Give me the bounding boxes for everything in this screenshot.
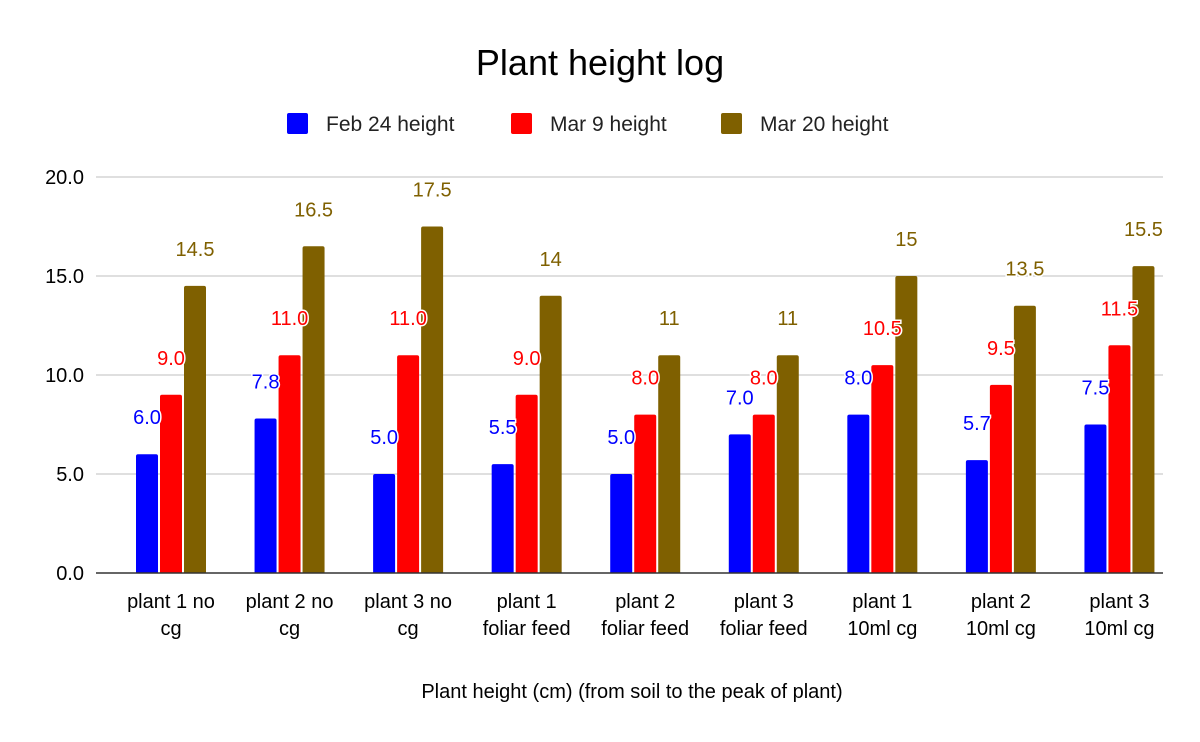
y-tick-label: 15.0 (45, 266, 84, 288)
bar-1-4 (491, 464, 514, 573)
data-label-3-5: 11 (659, 308, 680, 330)
x-tick-label: plant 2 (615, 591, 675, 613)
data-label-2-2: 11.0 (271, 308, 308, 330)
x-tick-label: plant 2 no (246, 591, 334, 613)
x-tick-label: plant 1 (852, 591, 912, 613)
data-label-3-1: 14.5 (176, 239, 215, 261)
bar-3-3 (421, 226, 444, 573)
bar-2-2 (278, 355, 301, 573)
x-tick-label: plant 1 (497, 591, 557, 613)
bar-1-7 (847, 414, 870, 573)
x-tick-label: plant 3 (734, 591, 794, 613)
data-label-2-4: 9.0 (513, 348, 541, 370)
bar-3-6 (776, 355, 799, 573)
data-label-2-3: 11.0 (389, 308, 426, 330)
x-tick-label: plant 2 (971, 591, 1031, 613)
data-label-1-2: 7.8 (252, 372, 280, 394)
legend-swatch-3 (721, 113, 742, 134)
y-tick-label: 10.0 (45, 365, 84, 387)
legend: Feb 24 height Mar 9 height Mar 20 height (287, 113, 889, 136)
data-label-2-8: 9.5 (987, 338, 1015, 360)
bar-2-1 (160, 394, 182, 573)
bar-1-6 (728, 434, 751, 573)
x-tick-label: 10ml cg (1084, 618, 1154, 640)
legend-swatch-1 (287, 113, 308, 134)
data-label-3-7: 15 (895, 229, 917, 251)
data-label-3-2: 16.5 (294, 199, 333, 221)
y-axis: 0.0 5.0 10.0 15.0 20.0 (45, 167, 84, 585)
data-label-2-7: 10.5 (863, 318, 902, 340)
x-tick-label: cg (279, 618, 300, 640)
bar-1-3 (373, 474, 396, 573)
x-axis: plant 1 no cg plant 2 no cg plant 3 no cg plan… (96, 572, 1163, 640)
legend-label-3: Mar 20 height (760, 113, 889, 136)
data-label-1-7: 8.0 (844, 368, 872, 390)
bar-3-2 (302, 246, 325, 574)
bar-1-1 (136, 454, 158, 573)
x-tick-label: plant 1 no (127, 591, 215, 613)
data-label-1-9: 7.5 (1082, 378, 1110, 400)
bar-1-8 (965, 460, 988, 573)
bar-2-4 (515, 394, 538, 573)
data-label-1-4: 5.5 (489, 417, 517, 439)
data-label-2-9: 11.5 (1101, 298, 1138, 320)
bar-3-1 (184, 285, 206, 573)
data-label-1-6: 7.0 (726, 387, 754, 409)
x-tick-label: foliar feed (601, 618, 689, 640)
bars (136, 226, 1155, 574)
bar-3-5 (658, 355, 681, 573)
data-label-3-3: 17.5 (413, 180, 452, 202)
bar-1-5 (610, 474, 633, 573)
bar-2-9 (1108, 345, 1131, 573)
y-tick-label: 0.0 (56, 563, 84, 585)
x-tick-label: 10ml cg (847, 618, 917, 640)
data-label-2-6: 8.0 (750, 368, 778, 390)
y-tick-label: 20.0 (45, 167, 84, 189)
x-tick-label: 10ml cg (966, 618, 1036, 640)
bar-3-7 (895, 276, 918, 573)
bar-2-8 (989, 384, 1012, 573)
bar-2-7 (871, 365, 894, 573)
x-tick-label: foliar feed (720, 618, 808, 640)
bar-1-9 (1084, 424, 1107, 573)
x-axis-title: Plant height (cm) (from soil to the peak… (421, 681, 842, 703)
data-label-3-4: 14 (540, 249, 562, 271)
data-label-1-1: 6.0 (133, 407, 161, 429)
x-tick-label: cg (160, 618, 181, 640)
x-tick-label: foliar feed (483, 618, 571, 640)
x-tick-label: plant 3 no (364, 591, 452, 613)
bar-2-3 (397, 355, 420, 573)
data-label-3-8: 13.5 (1005, 259, 1044, 281)
data-label-2-1: 9.0 (157, 348, 185, 370)
y-tick-label: 5.0 (56, 464, 84, 486)
data-label-2-5: 8.0 (631, 368, 659, 390)
bar-3-8 (1013, 305, 1036, 573)
bar-2-6 (752, 414, 775, 573)
data-labels: 6.0 9.0 14.5 7.8 11.0 16.5 5.0 11.0 17.5 5.5 9.0 14… (132, 178, 1165, 451)
chart-title: Plant height log (476, 42, 724, 83)
legend-swatch-2 (511, 113, 532, 134)
bar-3-4 (539, 295, 562, 573)
bar-3-9 (1132, 266, 1155, 573)
legend-label-2: Mar 9 height (550, 113, 667, 136)
x-tick-label: cg (398, 618, 419, 640)
x-tick-label: plant 3 (1089, 591, 1149, 613)
data-label-1-5: 5.0 (607, 427, 635, 449)
data-label-1-3: 5.0 (370, 427, 398, 449)
bar-1-2 (254, 418, 277, 573)
data-label-3-9: 15.5 (1124, 219, 1163, 241)
data-label-3-6: 11 (777, 308, 798, 330)
bar-2-5 (634, 414, 657, 573)
legend-label-1: Feb 24 height (326, 113, 455, 136)
data-label-1-8: 5.7 (963, 413, 991, 435)
